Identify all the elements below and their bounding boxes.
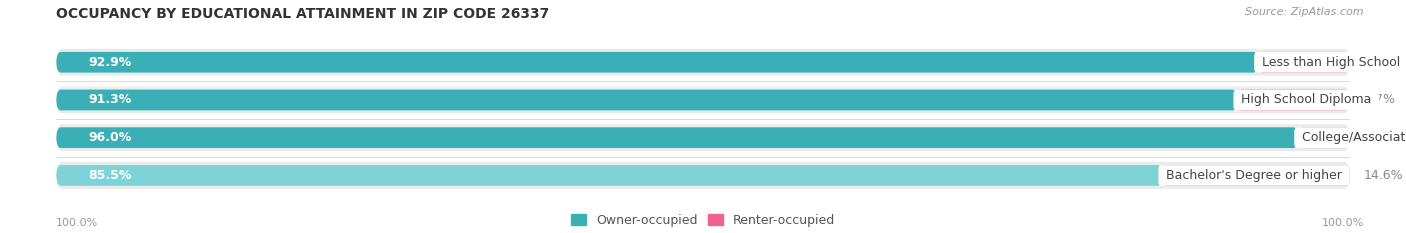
FancyBboxPatch shape <box>1163 165 1351 186</box>
Text: High School Diploma: High School Diploma <box>1237 93 1375 106</box>
FancyBboxPatch shape <box>56 90 1237 110</box>
FancyBboxPatch shape <box>1258 52 1350 73</box>
Text: Bachelor's Degree or higher: Bachelor's Degree or higher <box>1163 169 1346 182</box>
Text: 92.9%: 92.9% <box>89 56 132 69</box>
FancyBboxPatch shape <box>1237 90 1350 110</box>
Text: 96.0%: 96.0% <box>89 131 132 144</box>
FancyBboxPatch shape <box>56 87 1350 113</box>
Text: 91.3%: 91.3% <box>89 93 132 106</box>
FancyBboxPatch shape <box>56 52 1258 73</box>
Text: 7.1%: 7.1% <box>1362 56 1395 69</box>
FancyBboxPatch shape <box>56 127 1298 148</box>
Text: 85.5%: 85.5% <box>89 169 132 182</box>
FancyBboxPatch shape <box>56 162 1350 189</box>
Text: 14.6%: 14.6% <box>1364 169 1403 182</box>
Text: 100.0%: 100.0% <box>1322 218 1364 228</box>
Text: 8.7%: 8.7% <box>1362 93 1395 106</box>
Legend: Owner-occupied, Renter-occupied: Owner-occupied, Renter-occupied <box>571 214 835 227</box>
Text: Less than High School: Less than High School <box>1258 56 1405 69</box>
Text: 4.0%: 4.0% <box>1362 131 1395 144</box>
Text: Source: ZipAtlas.com: Source: ZipAtlas.com <box>1246 7 1364 17</box>
FancyBboxPatch shape <box>1298 127 1350 148</box>
FancyBboxPatch shape <box>56 124 1350 151</box>
FancyBboxPatch shape <box>56 165 1163 186</box>
FancyBboxPatch shape <box>56 49 1350 76</box>
Text: College/Associate Degree: College/Associate Degree <box>1298 131 1406 144</box>
Text: OCCUPANCY BY EDUCATIONAL ATTAINMENT IN ZIP CODE 26337: OCCUPANCY BY EDUCATIONAL ATTAINMENT IN Z… <box>56 7 550 21</box>
Text: 100.0%: 100.0% <box>56 218 98 228</box>
